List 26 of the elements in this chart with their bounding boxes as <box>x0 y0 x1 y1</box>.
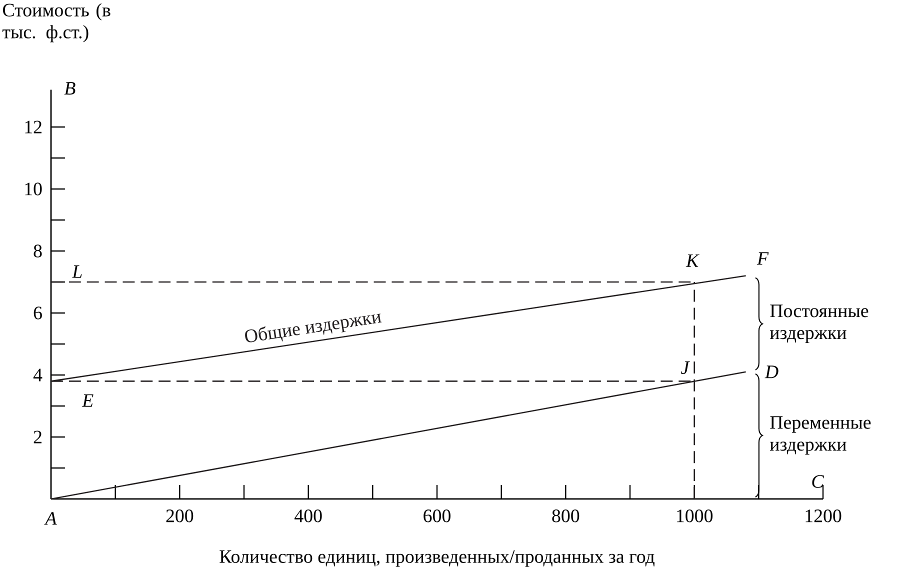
annotation: Постоянные издержки <box>770 304 868 344</box>
x-tick-label: 1000 <box>677 509 713 522</box>
y-axis-title: Стоимость (в тыс. ф.ст.) <box>2 3 110 42</box>
x-axis-title: Количество единиц, произведенных/проданных за год <box>220 550 655 567</box>
annotation: D <box>764 366 778 378</box>
annotation: K <box>686 254 700 267</box>
x-tick-label: 800 <box>552 509 580 522</box>
annotation: Переменные издержки <box>770 416 871 455</box>
annotation: C <box>812 475 824 488</box>
y-tick-label: 12 <box>25 120 42 134</box>
text: Общие издержки <box>245 314 382 342</box>
annotation: E <box>82 394 94 407</box>
annotation: J <box>681 361 690 374</box>
annotation: L <box>72 265 82 278</box>
y-tick-label: 2 <box>34 430 42 444</box>
y-tick-label: 6 <box>34 306 42 320</box>
annotation: F <box>756 252 769 265</box>
text: A <box>44 512 57 525</box>
x-tick-label: 600 <box>424 509 450 522</box>
y-tick-label: 10 <box>25 182 42 196</box>
x-tick-label: 400 <box>294 509 322 522</box>
x-tick-label: 200 <box>166 509 194 522</box>
y-tick-label: 8 <box>34 244 42 258</box>
annotation: B <box>64 82 76 95</box>
y-tick-label: 4 <box>33 368 42 382</box>
x-tick-label: 1200 <box>806 509 842 522</box>
